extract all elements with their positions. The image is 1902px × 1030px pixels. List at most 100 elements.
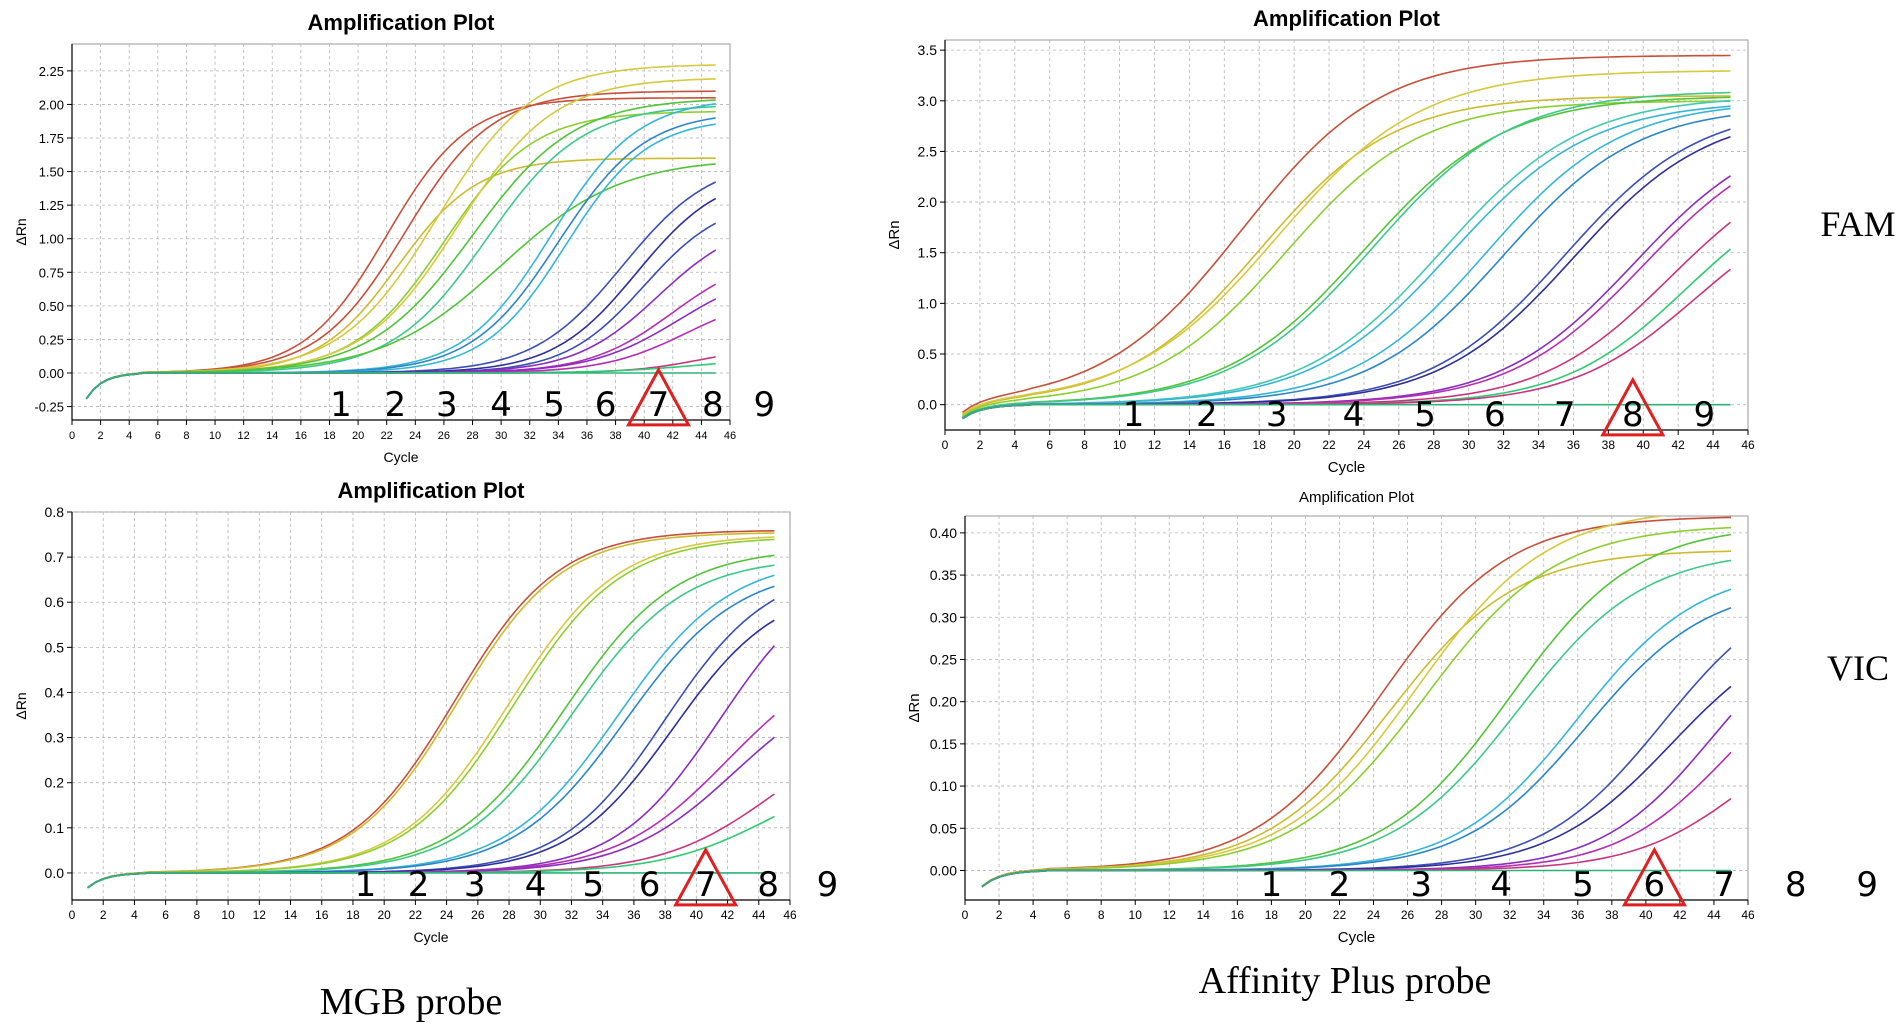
x-tick-label: 14 [284, 908, 298, 922]
x-tick-label: 6 [162, 908, 169, 922]
x-tick-label: 6 [1046, 438, 1053, 452]
detection-limit-triangle [1600, 376, 1666, 437]
x-tick-label: 0 [69, 908, 76, 922]
x-tick-label: 38 [658, 908, 672, 922]
dilution-label: 6 [595, 385, 617, 425]
dilution-label: 7 [695, 865, 717, 905]
x-tick-label: 22 [1333, 908, 1347, 922]
amplification-curve-NTC [87, 872, 775, 889]
x-tick-label: 8 [183, 430, 189, 442]
curve-group [87, 530, 776, 889]
x-tick-label: 18 [1253, 438, 1267, 452]
dilution-label: 3 [436, 385, 458, 425]
x-tick-label: 42 [1671, 438, 1685, 452]
x-tick-label: 30 [1469, 908, 1483, 922]
dilution-label: 2 [408, 865, 430, 905]
chart-title: Amplification Plot [1299, 489, 1415, 506]
x-tick-label: 2 [98, 430, 104, 442]
column-label-mgb: MGB probe [320, 981, 503, 1023]
chart-title: Amplification Plot [1253, 6, 1441, 31]
x-tick-label: 0 [962, 908, 969, 922]
x-tick-label: 8 [1098, 908, 1105, 922]
x-tick-label: 14 [266, 430, 278, 442]
x-tick-label: 26 [438, 430, 450, 442]
y-tick-label: 2.0 [918, 194, 938, 210]
y-tick-label: 2.5 [918, 143, 938, 159]
dilution-label: 4 [490, 385, 512, 425]
dilution-label: 2 [384, 385, 406, 425]
panel-affinity-vic: 0 2 4 6 8 10 12 14 16 18 20 22 24 26 28 30 32 34 36 38 40 42 4… [906, 489, 1878, 946]
x-tick-label: 38 [609, 430, 621, 442]
y-tick-label: -0.25 [34, 400, 64, 415]
dilution-label: 1 [1123, 395, 1145, 435]
y-tick-label: 0.30 [930, 609, 957, 625]
x-tick-label: 34 [596, 908, 610, 922]
y-tick-label: 0.4 [45, 684, 65, 700]
x-tick-label: 20 [1299, 908, 1313, 922]
amplification-curve-1 [962, 54, 1731, 413]
dilution-label: 4 [1490, 865, 1512, 905]
x-tick-label: 36 [581, 430, 593, 442]
x-tick-label: 4 [1011, 438, 1018, 452]
x-tick-label: 16 [1218, 438, 1232, 452]
dilution-label: 2 [1196, 395, 1218, 435]
y-tick-label: 1.5 [918, 245, 938, 261]
detection-limit-triangle [673, 846, 739, 907]
x-axis-label: Cycle [1338, 929, 1376, 946]
column-label-affinity: Affinity Plus probe [1199, 960, 1492, 1002]
x-tick-label: 34 [552, 430, 564, 442]
curve-group [962, 54, 1732, 420]
dilution-label: 5 [543, 385, 565, 425]
x-tick-label: 38 [1605, 908, 1619, 922]
dilution-label: 6 [639, 865, 661, 905]
row-label-fam: FAM [1820, 204, 1895, 244]
x-tick-label: 12 [238, 430, 250, 442]
dilution-label: 6 [1484, 395, 1506, 435]
x-tick-label: 42 [667, 430, 679, 442]
dilution-label: 9 [817, 865, 839, 905]
y-tick-label: 0.15 [930, 736, 957, 752]
x-tick-label: 44 [1707, 908, 1721, 922]
x-tick-label: 4 [131, 908, 138, 922]
x-tick-label: 8 [1081, 438, 1088, 452]
x-tick-label: 6 [155, 430, 161, 442]
amplification-curve-3 [85, 163, 716, 400]
dilution-label: 4 [525, 865, 547, 905]
dilution-label: 8 [1622, 395, 1644, 435]
y-axis-label: ΔRn [13, 692, 29, 719]
x-tick-label: 46 [1741, 438, 1755, 452]
x-tick-label: 34 [1537, 908, 1551, 922]
dilution-label: 8 [1785, 865, 1807, 905]
amplification-curve-2 [962, 100, 1731, 417]
panel-affinity-fam: 0 2 4 6 8 10 12 14 16 18 20 22 24 26 28 30 32 34 36 38 40 42 4… [886, 6, 1755, 476]
curve-group [981, 516, 1732, 888]
y-tick-label: 3.5 [918, 42, 938, 58]
dilution-label: 1 [1261, 865, 1283, 905]
x-tick-label: 16 [1231, 908, 1245, 922]
dilution-label: 9 [754, 385, 776, 425]
y-tick-label: 1.00 [39, 232, 64, 247]
y-tick-label: 0.25 [39, 332, 64, 347]
detection-limit-triangle [1621, 846, 1687, 907]
plot-area [964, 515, 1749, 901]
y-tick-label: 0.5 [45, 639, 65, 655]
y-tick-label: 1.50 [39, 165, 64, 180]
x-tick-label: 28 [1435, 908, 1449, 922]
x-tick-label: 22 [409, 908, 423, 922]
y-tick-label: 0.0 [918, 397, 938, 413]
x-tick-label: 10 [1129, 908, 1143, 922]
dilution-label: 1 [355, 865, 377, 905]
y-tick-label: 0.3 [45, 730, 65, 746]
x-tick-label: 36 [1571, 908, 1585, 922]
y-tick-label: 0.7 [45, 549, 65, 565]
x-tick-label: 6 [1064, 908, 1071, 922]
x-tick-label: 32 [565, 908, 579, 922]
x-tick-label: 18 [323, 430, 335, 442]
x-tick-label: 22 [381, 430, 393, 442]
dilution-label: 6 [1644, 865, 1666, 905]
x-tick-label: 36 [627, 908, 641, 922]
y-tick-label: 1.0 [918, 295, 938, 311]
x-tick-label: 14 [1183, 438, 1197, 452]
x-tick-label: 10 [209, 430, 221, 442]
